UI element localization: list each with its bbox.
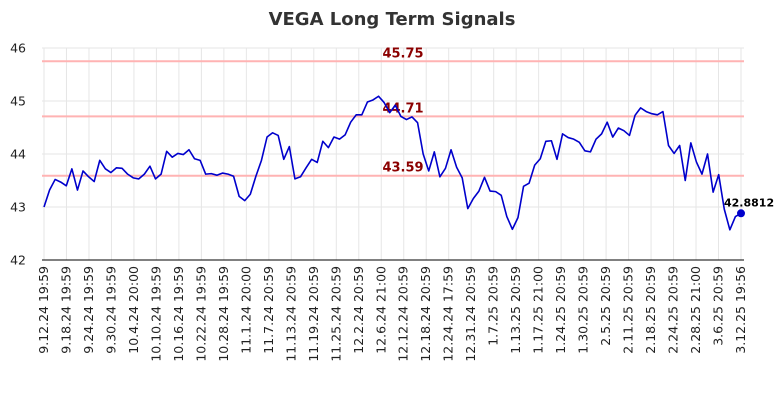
x-tick-label: 12.6.24 21:00	[373, 266, 388, 354]
x-tick-label: 9.30.24 19:59	[103, 266, 118, 354]
x-tick-label: 2.5.25 20:59	[598, 266, 613, 346]
grid	[42, 47, 744, 261]
x-tick-label: 11.1.24 20:00	[238, 266, 253, 354]
x-tick-label: 10.10.24 19:59	[148, 266, 163, 362]
last-value-label: 42.8812	[724, 196, 774, 209]
y-axis-ticks: 42 43 44 45 46	[10, 41, 26, 268]
x-tick-label: 2.18.25 20:59	[643, 266, 658, 354]
y-tick-label: 42	[10, 253, 26, 268]
x-tick-label: 12.12.24 20:59	[396, 266, 411, 362]
x-tick-label: 1.24.25 20:59	[553, 266, 568, 354]
x-tick-label: 11.7.24 20:59	[261, 266, 276, 354]
y-tick-label: 45	[10, 94, 26, 109]
x-tick-label: 10.16.24 19:59	[171, 266, 186, 362]
last-value-dot	[737, 209, 745, 218]
x-tick-label: 11.19.24 20:59	[306, 266, 321, 362]
x-tick-label: 2.11.25 20:59	[621, 266, 636, 354]
signal-levels: 45.75 44.71 43.59	[42, 46, 744, 177]
x-tick-label: 1.30.25 20:59	[576, 266, 591, 354]
signal-level-label: 45.75	[382, 46, 423, 61]
signal-level-label: 44.71	[382, 101, 423, 116]
x-tick-label: 3.12.25 19:56	[733, 266, 748, 354]
x-tick-label: 11.25.24 20:59	[328, 266, 343, 362]
y-tick-label: 43	[10, 200, 26, 215]
x-tick-label: 10.22.24 19:59	[193, 266, 208, 362]
x-tick-label: 9.18.24 19:59	[58, 266, 73, 354]
x-tick-label: 12.2.24 20:59	[351, 266, 366, 354]
x-tick-label: 12.24.24 17:59	[441, 266, 456, 362]
price-series	[43, 95, 742, 231]
chart-title: VEGA Long Term Signals	[269, 9, 516, 30]
x-tick-label: 1.7.25 20:59	[486, 266, 501, 346]
y-tick-label: 46	[10, 41, 26, 56]
x-tick-label: 9.24.24 19:59	[81, 266, 96, 354]
series-line	[43, 95, 742, 231]
x-tick-label: 10.4.24 20:00	[126, 266, 141, 354]
x-tick-label: 11.13.24 20:59	[283, 266, 298, 362]
x-axis-ticks: 9.12.24 19:59 9.18.24 19:59 9.24.24 19:59 9…	[36, 266, 748, 362]
y-tick-label: 44	[10, 147, 26, 162]
x-tick-label: 3.6.25 20:59	[711, 266, 726, 346]
signal-level-label: 43.59	[382, 161, 423, 176]
x-tick-label: 12.18.24 20:59	[418, 266, 433, 362]
last-value-marker: 42.8812	[724, 196, 774, 218]
x-tick-label: 2.28.25 21:00	[688, 266, 703, 354]
x-tick-label: 2.24.25 20:59	[666, 266, 681, 354]
x-tick-label: 1.17.25 21:00	[531, 266, 546, 354]
x-tick-label: 1.13.25 20:59	[508, 266, 523, 354]
x-tick-label: 10.28.24 19:59	[216, 266, 231, 362]
x-tick-label: 9.12.24 19:59	[36, 266, 51, 354]
x-tick-label: 12.31.24 20:59	[463, 266, 478, 362]
